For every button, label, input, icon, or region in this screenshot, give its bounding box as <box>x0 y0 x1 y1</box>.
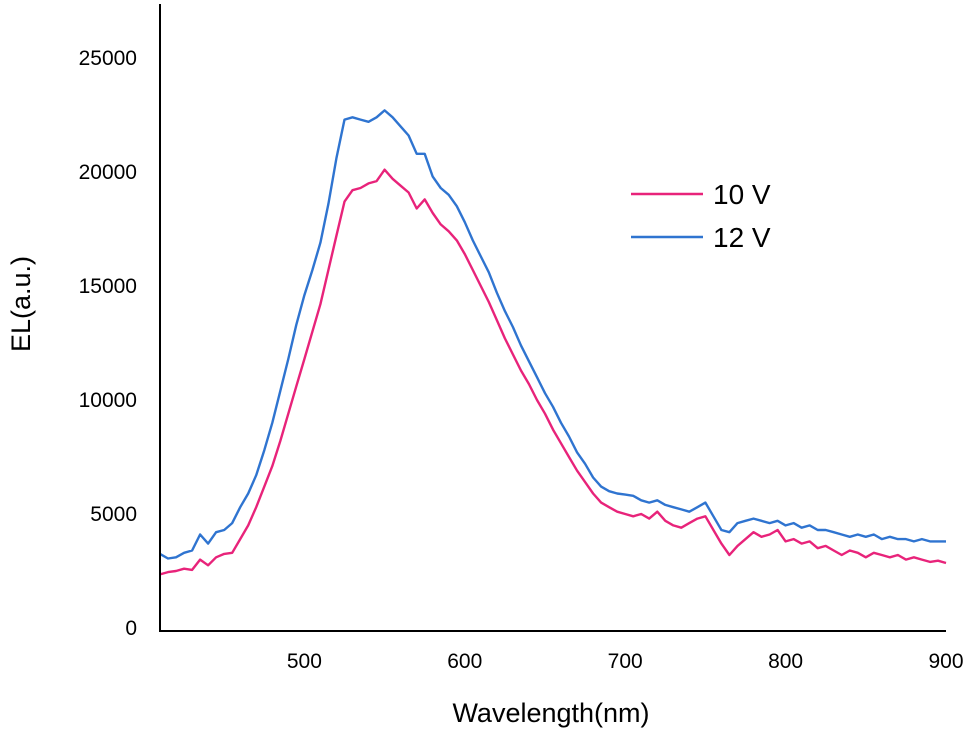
y-tick-label: 5000 <box>90 503 137 526</box>
x-tick-label: 500 <box>287 650 322 673</box>
y-tick-label: 25000 <box>79 47 137 70</box>
series-line-10v <box>159 168 947 576</box>
x-axis-title: Wavelength(nm) <box>452 698 649 728</box>
x-tick-label: 800 <box>768 650 803 673</box>
x-tick-labels: 500 600 700 800 900 <box>287 650 964 673</box>
x-tick-label: 700 <box>608 650 643 673</box>
series-lines <box>159 109 947 576</box>
y-axis-title: EL(a.u.) <box>6 256 36 352</box>
legend-label: 10 V <box>713 179 771 210</box>
y-tick-label: 20000 <box>79 161 137 184</box>
y-tick-label: 10000 <box>79 389 137 412</box>
legend: 10 V 12 V <box>631 179 771 253</box>
y-tick-label: 0 <box>125 617 137 640</box>
y-tick-label: 15000 <box>79 275 137 298</box>
x-tick-label: 900 <box>928 650 963 673</box>
legend-label: 12 V <box>713 222 771 253</box>
series-line-12v <box>159 109 946 560</box>
x-tick-label: 600 <box>447 650 482 673</box>
y-tick-labels: 0 5000 10000 15000 20000 25000 <box>79 47 137 640</box>
